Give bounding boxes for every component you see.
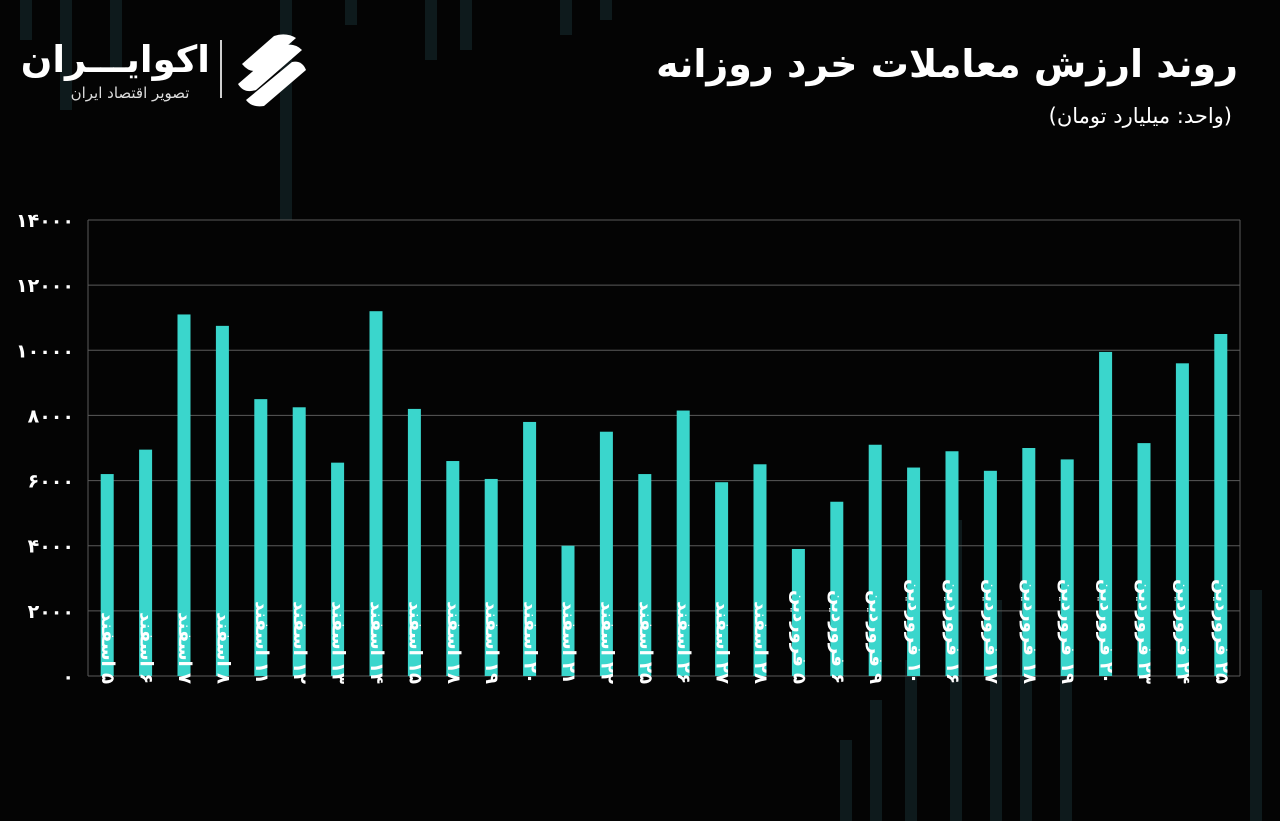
bar xyxy=(369,311,383,676)
x-tick-label: ۲۲ اسفند xyxy=(596,601,617,684)
bar xyxy=(523,421,537,676)
x-tick-label: ۲۰ فروردین xyxy=(1096,579,1117,684)
ecoiran-stripes-icon xyxy=(238,34,306,107)
bar xyxy=(1060,459,1074,676)
x-tick-label: ۵ فروردین xyxy=(788,590,809,684)
x-tick-label: ۲۳ فروردین xyxy=(1134,579,1155,684)
x-tick-label: ۱۹ اسفند xyxy=(481,601,502,684)
x-tick-label: ۲۱ اسفند xyxy=(558,601,579,684)
x-tick-label: ۱۸ فروردین xyxy=(1019,579,1040,684)
bar xyxy=(945,451,959,676)
x-tick-label: ۶ اسفند xyxy=(136,612,157,684)
bar xyxy=(561,545,575,676)
bar xyxy=(1175,363,1189,676)
logo-tagline: تصویر اقتصاد ایران xyxy=(70,84,190,102)
bar xyxy=(100,474,114,676)
bar xyxy=(446,461,460,676)
bar xyxy=(753,464,767,676)
x-tick-label: ۲۵ فروردین xyxy=(1211,579,1232,684)
x-tick-label: ۱۱ اسفند xyxy=(251,601,272,684)
x-tick-label: ۱۸ اسفند xyxy=(443,601,464,684)
x-tick-label: ۲۰ اسفند xyxy=(520,601,541,684)
y-tick-label: ۱۴۰۰۰ xyxy=(16,210,74,232)
x-tick-label: ۲۶ اسفند xyxy=(673,601,694,684)
x-tick-label: ۱۴ اسفند xyxy=(366,601,387,684)
x-tick-label: ۹ فروردین xyxy=(865,590,886,684)
bar xyxy=(1214,334,1228,676)
x-tick-label: ۱۲ اسفند xyxy=(289,601,310,684)
y-tick-label: ۱۰۰۰۰ xyxy=(16,340,74,362)
x-tick-label: ۲۵ اسفند xyxy=(635,601,656,684)
brand-logo: اکوایـــران تصویر اقتصاد ایران xyxy=(20,30,320,110)
bar xyxy=(791,548,805,676)
y-tick-label: ۰ xyxy=(62,666,74,688)
x-tick-label: ۶ فروردین xyxy=(827,590,848,684)
x-tick-label: ۸ اسفند xyxy=(212,612,233,684)
x-tick-label: ۲۷ اسفند xyxy=(712,601,733,684)
bar xyxy=(676,410,690,676)
y-tick-label: ۸۰۰۰ xyxy=(28,405,74,427)
x-tick-label: ۱۰ فروردین xyxy=(904,579,925,684)
bar xyxy=(1022,448,1036,676)
bar xyxy=(484,478,498,676)
bar xyxy=(1099,351,1113,676)
bar xyxy=(1137,443,1151,676)
y-tick-label: ۲۰۰۰ xyxy=(28,601,74,623)
y-tick-label: ۴۰۰۰ xyxy=(28,536,74,558)
x-tick-label: ۵ اسفند xyxy=(97,612,118,684)
x-tick-label: ۲۴ فروردین xyxy=(1172,579,1193,684)
x-tick-label: ۲۸ اسفند xyxy=(750,601,771,684)
chart-title: روند ارزش معاملات خرد روزانه xyxy=(656,42,1238,86)
x-tick-label: ۷ اسفند xyxy=(174,612,195,684)
x-tick-label: ۱۳ اسفند xyxy=(328,601,349,684)
bar xyxy=(215,325,229,676)
x-tick-label: ۱۹ فروردین xyxy=(1057,579,1078,684)
bar xyxy=(638,474,652,676)
logo-name: اکوایـــران xyxy=(20,38,210,81)
x-tick-label: ۱۶ فروردین xyxy=(942,579,963,684)
y-tick-label: ۶۰۰۰ xyxy=(28,471,74,493)
bar xyxy=(599,431,613,676)
bar xyxy=(830,501,844,676)
bar xyxy=(331,462,345,676)
logo-divider xyxy=(220,40,222,98)
bar xyxy=(177,314,191,676)
x-tick-label: ۱۵ اسفند xyxy=(404,601,425,684)
unit-label: (واحد: میلیارد تومان) xyxy=(1048,104,1232,128)
bar xyxy=(868,444,882,676)
bar xyxy=(715,482,729,676)
x-tick-label: ۱۷ فروردین xyxy=(980,579,1001,684)
bar xyxy=(292,407,306,676)
bar xyxy=(254,399,268,676)
bar xyxy=(983,470,997,676)
bar xyxy=(907,467,921,676)
bar xyxy=(407,408,421,676)
bar xyxy=(139,449,153,676)
y-tick-label: ۱۲۰۰۰ xyxy=(16,275,74,297)
